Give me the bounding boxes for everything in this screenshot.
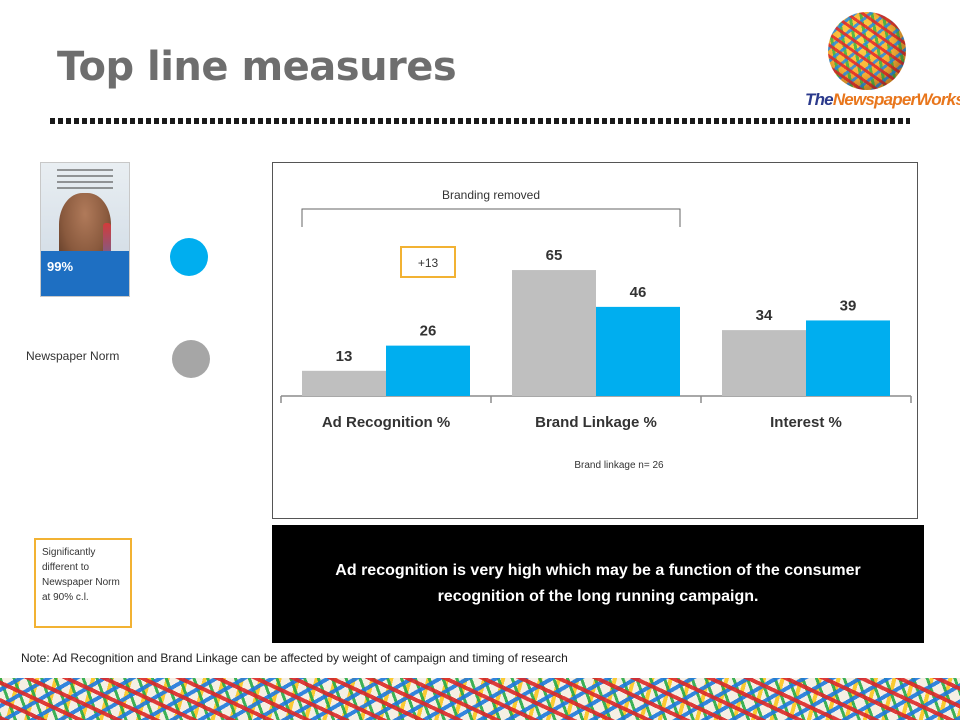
newspaperworks-logo: TheNewspaperWorks	[800, 10, 960, 115]
data-label: 13	[336, 348, 353, 365]
bar-norm-1	[512, 270, 596, 396]
bar-norm-2	[722, 330, 806, 396]
title-divider	[50, 118, 910, 124]
bar-chart: 13 26 Ad Recognition % 65 46 Brand Linkage % 3…	[272, 162, 918, 519]
bar-chart-svg: 13 26 Ad Recognition % 65 46 Brand Linkage % 3…	[280, 188, 912, 471]
rubber-band-ball-icon	[828, 12, 906, 90]
rubber-band-footer-icon	[0, 678, 960, 720]
data-label: 39	[840, 297, 857, 314]
bar-ad-1	[596, 306, 680, 396]
footnote: Note: Ad Recognition and Brand Linkage c…	[21, 651, 568, 665]
bar-ad-2	[806, 320, 890, 396]
bar-norm-0	[302, 370, 386, 396]
norm-legend-label: Newspaper Norm	[26, 349, 120, 363]
highlight-label: +13	[418, 256, 439, 270]
ad-offer-panel	[41, 251, 129, 296]
bracket-label: Branding removed	[442, 188, 540, 202]
logo-text: TheNewspaperWorks	[805, 90, 960, 110]
data-label: 34	[756, 307, 773, 324]
data-label: 46	[630, 284, 647, 301]
data-label: 26	[420, 323, 437, 340]
norm-legend-dot	[172, 340, 210, 378]
logo-name: NewspaperWorks	[832, 90, 960, 109]
ad-offer-text: 99%	[47, 259, 74, 274]
bar-ad-0	[386, 345, 470, 396]
page-title: Top line measures	[57, 44, 457, 90]
x-tick-label: Brand Linkage %	[535, 414, 657, 431]
advertisement-thumbnail-icon: 99%	[40, 162, 130, 297]
summary-box: Ad recognition is very high which may be…	[272, 525, 924, 643]
x-tick-label: Ad Recognition %	[322, 414, 450, 431]
ad-headline-graphic	[57, 169, 113, 191]
summary-text: Ad recognition is very high which may be…	[335, 562, 861, 605]
chart-footnote: Brand linkage n= 26	[574, 460, 664, 471]
ad-legend-dot	[170, 238, 208, 276]
significance-note: Significantly different to Newspaper Nor…	[34, 538, 132, 628]
highlight-box	[400, 246, 456, 278]
bracket	[301, 208, 681, 227]
x-tick-label: Interest %	[770, 414, 842, 431]
logo-the: The	[805, 90, 834, 109]
data-label: 65	[546, 247, 563, 264]
